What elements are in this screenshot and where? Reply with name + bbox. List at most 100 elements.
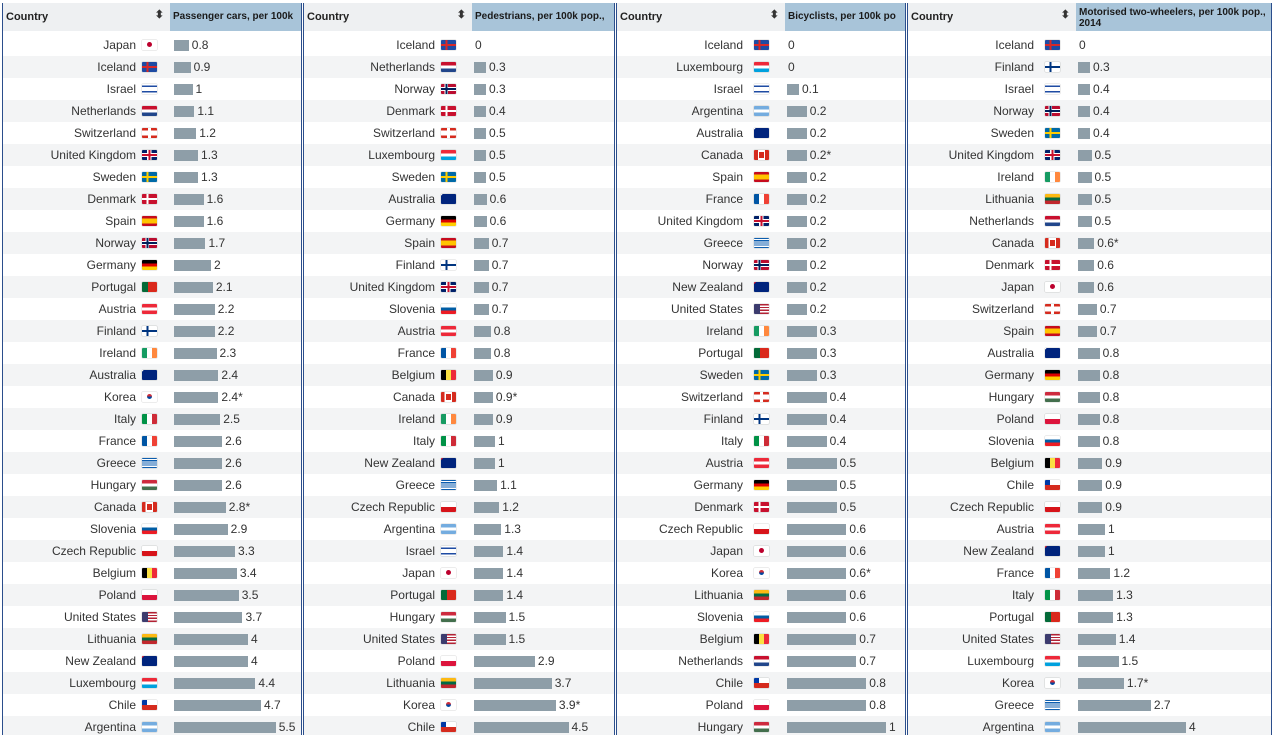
country-name: United States	[961, 632, 1034, 646]
country-name: Portugal	[390, 588, 435, 602]
value-label: 0.5	[839, 456, 857, 470]
value-label: 2.6	[225, 478, 242, 492]
country-name: Portugal	[989, 610, 1034, 624]
value-label: 0.2	[809, 280, 827, 294]
flag-iceland-icon	[142, 62, 157, 72]
bar-netherlands	[787, 656, 857, 667]
country-name: Luxembourg	[368, 148, 435, 162]
bar-argentina	[787, 106, 807, 117]
metric-column-header[interactable]: Bicyclists, per 100k po	[785, 3, 905, 31]
country-name: Belgium	[92, 566, 136, 580]
table-row: Sweden 0.4	[908, 122, 1271, 144]
country-name: Italy	[412, 434, 435, 448]
value-label: 0.6	[849, 610, 867, 624]
value-label: 0.9*	[495, 390, 518, 404]
table-header: Country ⬍ Bicyclists, per 100k po	[617, 3, 905, 31]
country-header-label: Country	[911, 11, 954, 23]
country-name: Australia	[696, 126, 743, 140]
table-row: Portugal 1.3	[908, 606, 1271, 628]
bar-belgium	[1078, 458, 1103, 469]
table-row: Czech Republic 3.3	[3, 540, 301, 562]
value-label: 0.7	[1099, 324, 1117, 338]
table-panel-3: Country ⬍ Bicyclists, per 100k po Iceland 0 L…	[616, 3, 906, 735]
table-row: United Kingdom 0.2	[617, 210, 905, 232]
bar-portugal	[174, 282, 213, 293]
country-column-header[interactable]: Country ⬍	[304, 3, 472, 31]
country-column-header[interactable]: Country ⬍	[908, 3, 1076, 31]
value-label: 0.5	[1094, 170, 1112, 184]
table-row: Spain 0.2	[617, 166, 905, 188]
table-row: Australia 2.4	[3, 364, 301, 386]
country-name: Luxembourg	[967, 654, 1034, 668]
table-row: Sweden 1.3	[3, 166, 301, 188]
flag-emblem	[759, 548, 764, 553]
value-label: 4.5	[571, 720, 589, 734]
country-name: Iceland	[396, 38, 435, 52]
value-label: 0.4	[1093, 82, 1110, 96]
metric-column-header[interactable]: Motorised two-wheelers, per 100k pop., 2…	[1076, 3, 1271, 31]
maple-leaf	[759, 152, 764, 158]
table-row: Italy 1.3	[908, 584, 1271, 606]
flag-spain-icon	[441, 238, 456, 248]
table-row: Australia 0.8	[908, 342, 1271, 364]
country-column-header[interactable]: Country ⬍	[3, 3, 170, 31]
flag-slovenia-icon	[1045, 436, 1060, 446]
table-row: Norway 0.2	[617, 254, 905, 276]
flag-sweden-icon	[754, 370, 769, 380]
table-row: Iceland 0	[617, 34, 905, 56]
country-name: Japan	[710, 544, 743, 558]
bar-australia	[174, 370, 219, 381]
sort-updown-icon[interactable]: ⬍	[154, 9, 164, 21]
flag-belgium-icon	[441, 370, 456, 380]
value-label: 1.5	[508, 632, 526, 646]
metric-column-header[interactable]: Passenger cars, per 100k	[170, 3, 301, 31]
table-row: Belgium 0.9	[908, 452, 1271, 474]
bar-sweden	[174, 172, 199, 183]
value-label: 1.7	[208, 236, 226, 250]
country-name: Luxembourg	[69, 676, 136, 690]
maple-leaf	[1050, 240, 1055, 246]
value-label: 3.7	[245, 610, 263, 624]
table-row: Poland 3.5	[3, 584, 301, 606]
table-row: Finland 0.3	[908, 56, 1271, 78]
table-row: Canada 0.9*	[304, 386, 614, 408]
table-row: Chile 0.9	[908, 474, 1271, 496]
flag-korea-icon	[1045, 678, 1060, 688]
country-name: Japan	[1001, 280, 1034, 294]
flag-united-kingdom-icon	[754, 216, 769, 226]
flag-luxembourg-icon	[142, 678, 157, 688]
sort-updown-icon[interactable]: ⬍	[456, 9, 466, 21]
value-label: 0.9	[1105, 456, 1122, 470]
country-name: Finland	[703, 412, 743, 426]
flag-czech-republic-icon	[142, 546, 157, 556]
table-row: Korea 2.4*	[3, 386, 301, 408]
sort-updown-icon[interactable]: ⬍	[769, 9, 779, 21]
value-label: 0	[788, 60, 795, 74]
bar-japan	[474, 568, 504, 579]
sort-updown-icon[interactable]: ⬍	[1060, 9, 1070, 21]
table-panel-4: Country ⬍ Motorised two-wheelers, per 100k…	[907, 3, 1272, 735]
value-label: 1.3	[1116, 610, 1133, 624]
metric-column-header[interactable]: Pedestrians, per 100k pop.,	[472, 3, 614, 31]
bar-canada	[1078, 238, 1095, 249]
country-name: United States	[63, 610, 136, 624]
value-label: 0.9	[495, 412, 513, 426]
value-label: 1	[498, 456, 505, 470]
value-label: 3.9*	[558, 698, 581, 712]
value-label: 0.8	[1102, 390, 1120, 404]
bar-greece	[474, 480, 498, 491]
table-row: France 0.2	[617, 188, 905, 210]
value-label: 2.8*	[228, 500, 251, 514]
country-name: Spain	[105, 214, 136, 228]
country-column-header[interactable]: Country ⬍	[617, 3, 785, 31]
bar-australia	[1078, 348, 1100, 359]
flag-denmark-icon	[754, 502, 769, 512]
flag-spain-icon	[142, 216, 157, 226]
value-label: 1	[889, 720, 896, 734]
table-row: Sweden 0.5	[304, 166, 614, 188]
flag-denmark-icon	[1045, 260, 1060, 270]
flag-ireland-icon	[1045, 172, 1060, 182]
value-label: 3.7	[554, 676, 572, 690]
value-label: 3.4	[239, 566, 257, 580]
country-name: United Kingdom	[948, 148, 1034, 162]
